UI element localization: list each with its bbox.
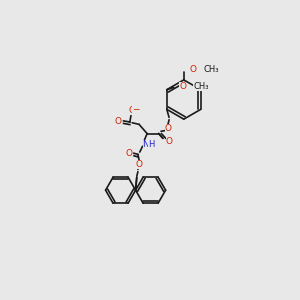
Text: −: −: [132, 104, 140, 113]
Text: CH₃: CH₃: [193, 82, 209, 91]
Text: O: O: [166, 137, 172, 146]
Text: O: O: [128, 106, 135, 115]
Text: O: O: [115, 117, 122, 126]
Text: N: N: [142, 140, 149, 149]
Text: O: O: [126, 149, 133, 158]
Text: O: O: [165, 124, 172, 133]
Text: H: H: [148, 140, 154, 149]
Text: CH₃: CH₃: [203, 64, 219, 74]
Text: O: O: [179, 82, 186, 91]
Text: O: O: [136, 160, 143, 169]
Text: O: O: [189, 64, 196, 74]
